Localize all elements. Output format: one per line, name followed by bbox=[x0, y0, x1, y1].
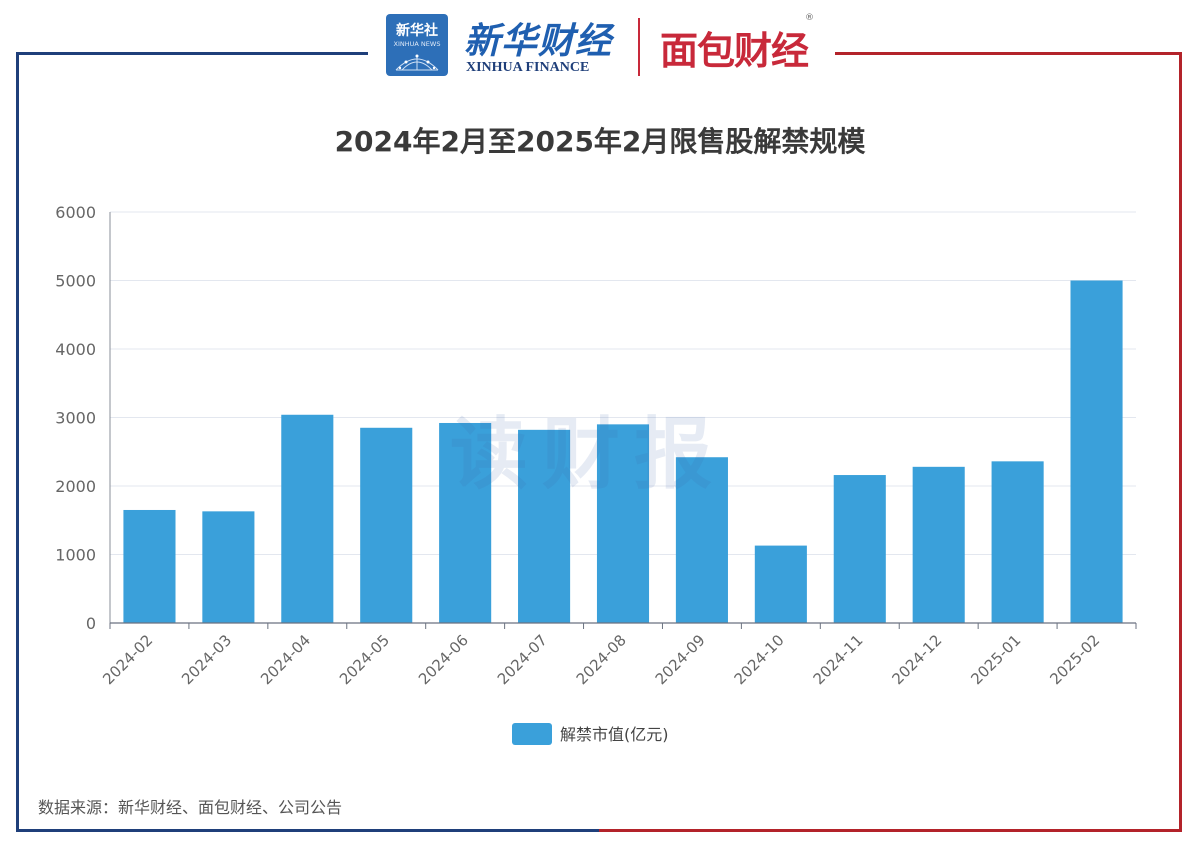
x-tick-label: 2024-07 bbox=[494, 631, 551, 688]
bar bbox=[754, 545, 807, 623]
logo-separator bbox=[638, 18, 640, 76]
x-tick-label: 2024-03 bbox=[178, 631, 235, 688]
legend-swatch bbox=[512, 723, 552, 745]
y-tick-label: 0 bbox=[86, 614, 96, 633]
y-tick-label: 1000 bbox=[55, 546, 96, 565]
xinhua-finance-logo-cn: 新华财经 bbox=[464, 20, 613, 62]
bar bbox=[833, 475, 886, 623]
y-tick-label: 3000 bbox=[55, 409, 96, 428]
bar bbox=[912, 466, 965, 623]
x-tick-label: 2025-02 bbox=[1046, 631, 1103, 688]
watermark: 读财报 bbox=[450, 410, 727, 500]
source-note: 数据来源：新华财经、面包财经、公司公告 bbox=[38, 798, 343, 817]
x-tick-label: 2024-10 bbox=[731, 631, 788, 688]
xinhua-news-logo-text: 新华社 bbox=[396, 23, 438, 39]
x-tick-label: 2024-04 bbox=[257, 631, 314, 688]
y-tick-label: 5000 bbox=[55, 272, 96, 291]
x-tick-label: 2024-11 bbox=[810, 631, 867, 688]
globe-icon bbox=[395, 54, 439, 71]
y-tick-label: 4000 bbox=[55, 340, 96, 359]
bar bbox=[1070, 280, 1123, 623]
legend-label: 解禁市值(亿元) bbox=[560, 725, 669, 744]
x-tick-label: 2024-09 bbox=[652, 631, 709, 688]
frame-top-right-line bbox=[835, 52, 1182, 55]
x-tick-label: 2025-01 bbox=[967, 631, 1024, 688]
frame-top-left-line bbox=[16, 52, 368, 55]
x-tick-label: 2024-05 bbox=[336, 631, 393, 688]
bar bbox=[360, 427, 413, 623]
bar bbox=[202, 511, 255, 623]
frame-left-border bbox=[16, 52, 19, 832]
mianbao-finance-logo: 面包财经 bbox=[660, 29, 809, 73]
frame-right-border bbox=[1179, 52, 1182, 832]
bar bbox=[596, 424, 650, 623]
bar bbox=[123, 509, 176, 623]
y-tick-label: 6000 bbox=[55, 203, 96, 222]
bar bbox=[439, 422, 492, 623]
frame-bottom-border bbox=[16, 829, 1182, 832]
x-tick-label: 2024-02 bbox=[99, 631, 156, 688]
y-tick-label: 2000 bbox=[55, 477, 96, 496]
bar bbox=[675, 457, 728, 623]
xinhua-news-logo-en: XINHUA NEWS bbox=[393, 40, 441, 48]
xinhua-finance-logo-en: XINHUA FINANCE bbox=[466, 60, 590, 75]
bar bbox=[991, 461, 1044, 623]
chart-title: 2024年2月至2025年2月限售股解禁规模 bbox=[334, 125, 866, 158]
registered-mark: ® bbox=[805, 13, 814, 23]
xinhua-news-logo: 新华社 XINHUA NEWS bbox=[386, 14, 448, 76]
x-tick-label: 2024-08 bbox=[573, 631, 630, 688]
bar bbox=[518, 429, 571, 623]
x-tick-label: 2024-06 bbox=[415, 631, 472, 688]
x-tick-label: 2024-12 bbox=[888, 631, 945, 688]
bar bbox=[281, 414, 334, 623]
